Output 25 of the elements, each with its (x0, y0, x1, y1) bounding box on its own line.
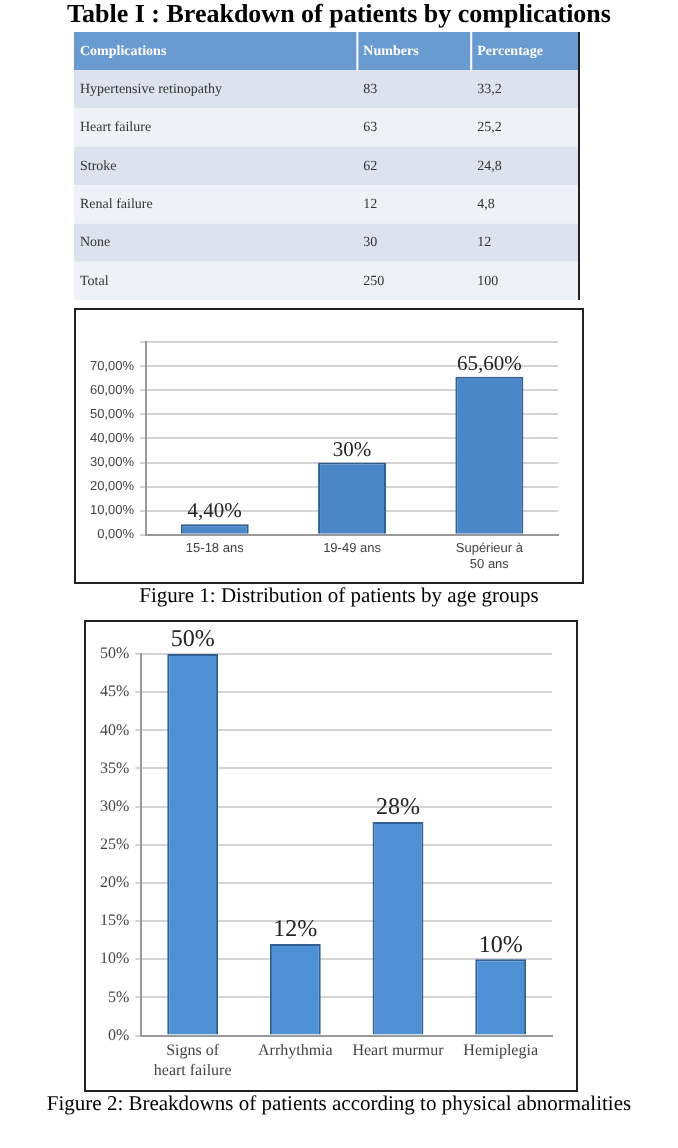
data-label: 28% (376, 792, 420, 821)
x-tick-label: Arrhythmia (258, 1041, 334, 1060)
y-tick-label: 15% (99, 911, 130, 930)
y-tick-label: 5% (107, 987, 130, 1006)
data-label: 50% (170, 624, 215, 653)
data-label: 12% (273, 914, 318, 943)
y-tick-label: 25% (99, 834, 130, 853)
y-tick-label: 20% (99, 873, 130, 892)
data-label: 30% (332, 439, 372, 462)
y-tick-label: 35% (99, 758, 130, 777)
x-tick-label: Heart murmur (352, 1041, 445, 1060)
text: Figure 2: Breakdowns of patients according to physical abnormalities (44, 1092, 634, 1120)
data-label: 10% (478, 929, 523, 958)
x-tick-label: Signs of heart failure (153, 1041, 233, 1079)
y-tick-label: 10% (99, 949, 130, 968)
x-tick-label: Hemiplegia (463, 1041, 539, 1060)
y-tick-label: 50% (99, 644, 130, 663)
y-tick-label: 45% (99, 682, 130, 701)
y-tick-label: 40% (99, 720, 130, 739)
y-tick-label: 0% (107, 1025, 130, 1044)
data-label: 65,60% (456, 353, 523, 376)
y-tick-label: 30% (99, 796, 130, 815)
chart-title: Table I : Breakdown of patients by complications (65, 0, 613, 28)
data-label: 4,40% (187, 501, 243, 524)
text: Figure 1: Distribution of patients by age groups (137, 584, 541, 612)
